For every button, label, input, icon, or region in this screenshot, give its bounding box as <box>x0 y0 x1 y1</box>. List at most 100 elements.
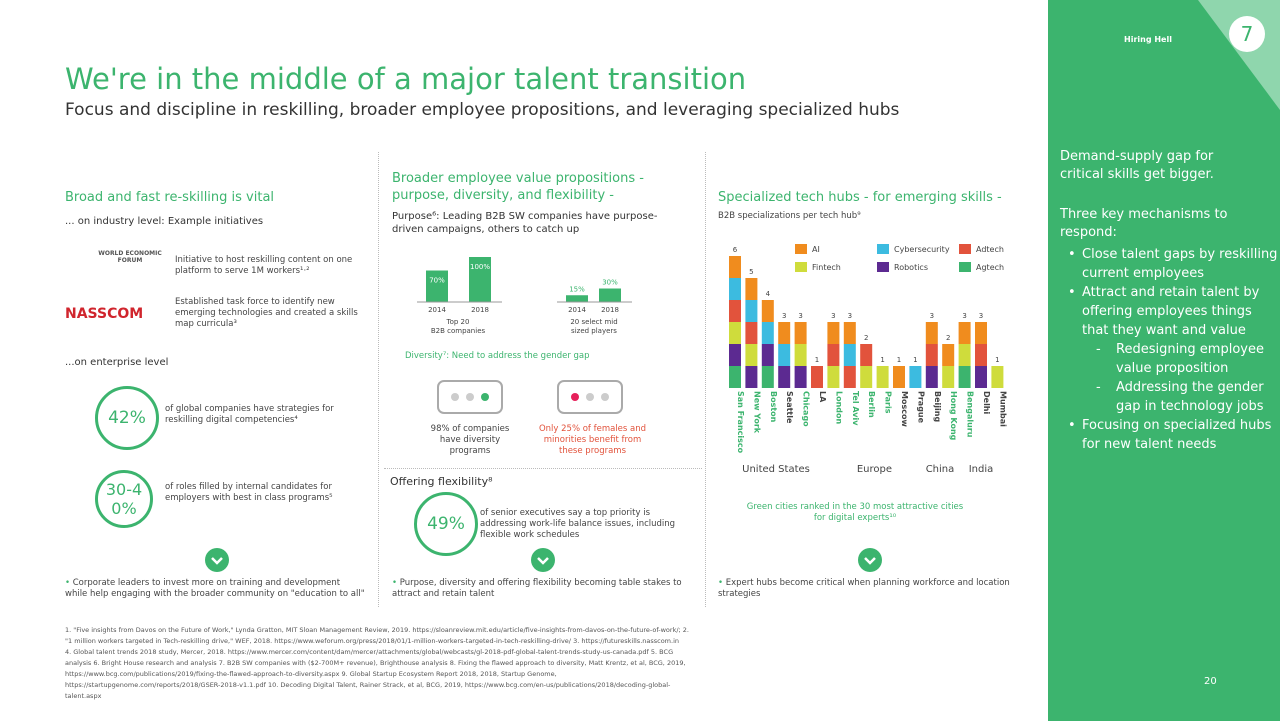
diversity-icons <box>437 380 623 414</box>
city-label: Moscow <box>900 391 909 427</box>
city-label: Paris <box>884 391 893 414</box>
value-label: 100% <box>470 263 490 271</box>
total-label: 1 <box>815 356 819 364</box>
conclusion: • Purpose, diversity and offering flexib… <box>392 578 682 599</box>
sidebar-heading: Demand-supply gap for critical skills ge… <box>1060 149 1214 182</box>
footnote-line: "1 million workers targeted in Tech-resk… <box>65 637 680 645</box>
flex-heading: Offering flexibility⁸ <box>390 475 493 488</box>
city-label: Chicago <box>802 391 811 427</box>
bar-segment <box>958 366 971 388</box>
value-label: 30% <box>602 279 618 287</box>
bar-segment <box>827 366 840 388</box>
city-label: Hong Kong <box>949 391 958 441</box>
bar-segment <box>745 366 758 388</box>
bar-segment <box>778 366 791 388</box>
total-label: 3 <box>979 312 983 320</box>
total-label: 5 <box>749 268 753 276</box>
section-label: ...on enterprise level <box>65 357 169 368</box>
bar-segment <box>745 278 758 300</box>
bar-segment <box>729 344 741 366</box>
legend-swatch <box>959 244 971 254</box>
conclusion-text: Expert hubs become critical when plannin… <box>718 578 1010 599</box>
conclusion: • Expert hubs become critical when plann… <box>718 578 1010 599</box>
value-label: 15% <box>569 285 585 293</box>
purpose-text: Purpose⁶: Leading B2B SW companies have … <box>392 211 658 235</box>
footnote-line: https://startupgenome.com/reports/2018/G… <box>65 681 671 689</box>
sub-bullet-text: Redesigning employee value proposition <box>1116 342 1264 376</box>
sidebar: Hiring Hell 7 Demand-supply gap for crit… <box>1048 0 1280 721</box>
diversity-left: 98% of companies have diversity programs <box>430 424 510 456</box>
hub-chart: AI Cybersecurity Adtech Fintech Robotics Agte… <box>729 244 1007 475</box>
footnote-line: analysis 6. Bright House research and an… <box>65 659 686 667</box>
bar-segment <box>893 366 905 388</box>
x-tick-label: 2014 <box>428 306 446 314</box>
chart-note: Green cities ranked in the 30 most attra… <box>740 502 970 524</box>
value-label: 70% <box>429 277 445 285</box>
legend-label: Agtech <box>976 263 1004 272</box>
bar-segment <box>975 322 987 344</box>
bar-segment <box>794 366 807 388</box>
title: We're in the middle of a major talent tr… <box>65 62 747 96</box>
city-label: London <box>834 391 843 425</box>
check-icon <box>858 548 882 572</box>
subtitle: Focus and discipline in reskilling, broa… <box>65 100 900 120</box>
total-label: 2 <box>864 334 868 342</box>
bar-segment <box>991 366 1004 388</box>
total-label: 3 <box>962 312 966 320</box>
bar-segment <box>761 322 774 344</box>
purpose-chart: 70% 2014 100% 2018 15% 2014 30% 2018 Top 20 B2B c… <box>417 257 632 335</box>
legend-swatch <box>795 262 807 272</box>
tag: Hiring Hell <box>1124 35 1172 44</box>
bar-segment <box>909 366 922 388</box>
bar-segment <box>745 344 758 366</box>
bar-segment <box>778 322 791 344</box>
stat-figure: 49% <box>414 492 478 556</box>
bar-segment <box>843 366 856 388</box>
diversity-right: Only 25% of females and minorities benef… <box>538 424 647 456</box>
city-label: San Francisco <box>736 391 745 454</box>
bullet-dot: • <box>1068 418 1076 433</box>
legend-label: Robotics <box>894 263 928 272</box>
page-number: 20 <box>1204 676 1217 687</box>
item-text: Initiative to host reskilling content on… <box>175 255 353 276</box>
bar-segment <box>975 344 987 366</box>
city-label: Mumbai <box>998 391 1007 427</box>
bar-segment <box>761 344 774 366</box>
city-label: LA <box>818 391 827 403</box>
bar-segment <box>860 366 873 388</box>
bar-segment <box>827 322 840 344</box>
legend-label: Adtech <box>976 245 1004 254</box>
sub-dash: - <box>1096 380 1101 395</box>
sub-bullet: - Addressing the gender gap in technology… <box>1068 378 1278 416</box>
city-label: Berlin <box>867 391 876 418</box>
column-heading: Broader employee value propositions - pu… <box>392 171 644 203</box>
stat-figure: 30-40% <box>95 470 153 528</box>
legend-swatch <box>959 262 971 272</box>
legend-swatch <box>877 244 889 254</box>
bar <box>469 257 491 302</box>
region-label: India <box>969 464 994 475</box>
city-label: Delhi <box>982 391 991 415</box>
x-tick-label: 2014 <box>568 306 586 314</box>
footnote-line: https://www.bcg.com/publications/2019/fi… <box>65 670 557 678</box>
badge: 7 <box>1229 16 1265 52</box>
bar-segment <box>975 366 987 388</box>
divider <box>384 468 702 469</box>
bar-segment <box>811 366 823 388</box>
bullet-text: Focusing on specialized hubs for new tal… <box>1082 418 1272 452</box>
stat-text: of senior executives say a top priority … <box>480 508 676 540</box>
footnote-line: 4. Global talent trends 2018 study, Merc… <box>65 648 674 656</box>
total-label: 2 <box>946 334 950 342</box>
logo: NASSCOM <box>65 306 144 322</box>
city-label: Tel Aviv <box>851 391 860 426</box>
bar-segment <box>958 322 971 344</box>
divider <box>378 152 379 607</box>
bar-segment <box>794 344 807 366</box>
city-label: Beijing <box>933 391 942 422</box>
bar-segment <box>925 366 938 388</box>
total-label: 3 <box>798 312 802 320</box>
legend-swatch <box>877 262 889 272</box>
bar-segment <box>745 322 758 344</box>
bar-segment <box>925 322 938 344</box>
